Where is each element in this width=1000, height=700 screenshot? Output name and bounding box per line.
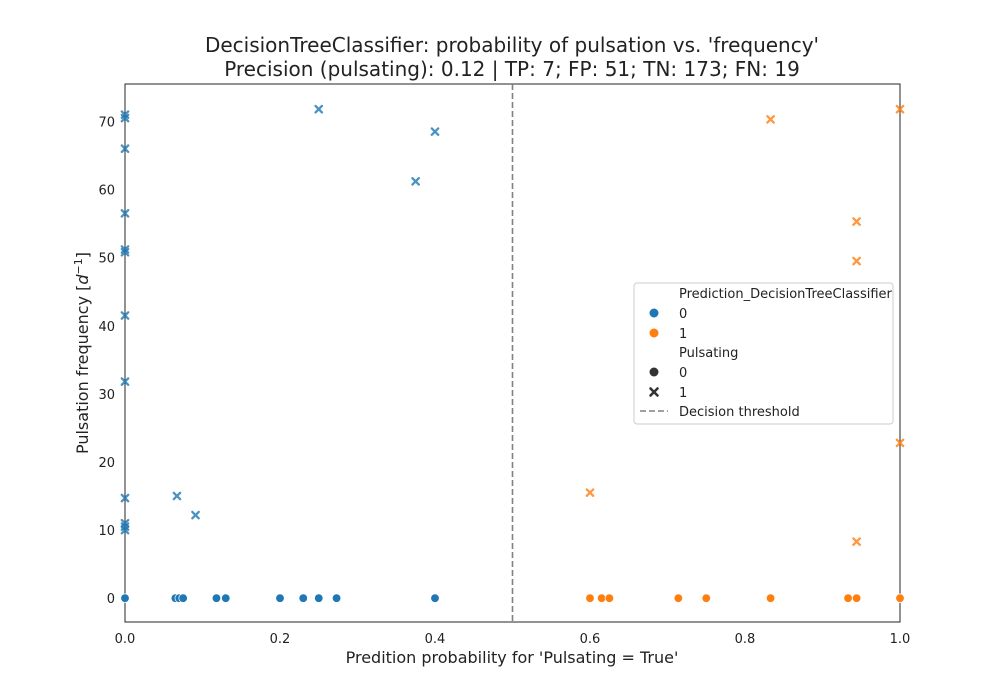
data-point [120,525,130,535]
legend-label-pred-0: 0 [679,307,687,322]
data-point [120,493,130,503]
data-point [221,593,231,603]
y-tick-label: 30 [98,388,115,403]
legend-marker-pred-0 [649,308,659,318]
data-point [411,177,420,186]
y-axis-label-end: ] [73,252,92,258]
data-point [430,593,440,603]
data-point [585,488,595,497]
data-point [430,127,440,137]
legend-marker-pulsating-0 [649,367,659,377]
data-point [275,593,285,603]
data-point [895,438,905,448]
x-axis-ticks: 0.0 0.2 0.4 0.6 0.8 1.0 [115,632,911,647]
data-point [120,144,130,154]
data-point [191,510,200,520]
y-axis-label-main: Pulsation frequency [ [73,285,92,454]
data-point [895,593,905,603]
legend-style-title: Pulsating [679,346,738,361]
data-point [298,593,308,603]
chart-title-line1: DecisionTreeClassifier: probability of p… [205,33,819,57]
data-point [852,217,861,226]
x-tick-label: 0.8 [735,632,756,647]
points-layer [120,104,905,603]
data-point [673,593,683,603]
y-tick-label: 10 [98,524,115,539]
data-point [120,247,130,257]
y-axis-ticks: 0 10 20 30 40 50 60 70 [98,115,115,607]
data-point [178,593,188,603]
legend-label-pulsating-0: 0 [679,366,687,381]
legend-label-pred-1: 1 [679,327,687,342]
y-tick-label: 50 [98,252,115,267]
legend-label-pulsating-1: 1 [679,386,687,401]
data-point [765,593,776,603]
y-axis-label-var: d [73,274,92,285]
data-point [604,593,615,603]
legend-marker-pred-1 [649,328,659,338]
data-point [585,593,595,603]
data-point [120,311,130,320]
legend-label-threshold: Decision threshold [679,405,800,420]
data-point [852,537,861,546]
x-tick-label: 0.0 [115,632,136,647]
chart-title-line2: Precision (pulsating): 0.12 | TP: 7; FP:… [224,57,800,81]
y-axis-label-sup: −1 [72,258,85,274]
data-point [766,115,775,124]
y-tick-label: 0 [107,592,115,607]
data-point [314,104,324,114]
data-point [120,593,130,603]
y-tick-label: 20 [98,456,115,471]
x-tick-label: 0.4 [425,632,446,647]
x-tick-label: 0.2 [270,632,291,647]
y-axis-label: Pulsation frequency [d−1] [72,252,92,454]
data-point [120,377,130,386]
y-tick-label: 70 [98,115,115,130]
legend-hue-title: Prediction_DecisionTreeClassifier [679,287,893,302]
data-point [120,209,130,218]
data-point [701,593,711,603]
data-point [314,593,324,603]
y-tick-label: 60 [98,184,115,199]
data-point [172,491,182,501]
data-point [331,593,342,603]
x-tick-label: 1.0 [890,632,911,647]
data-point [596,593,607,603]
legend: Prediction_DecisionTreeClassifier 0 1 Pu… [633,282,894,425]
data-point [120,113,130,123]
data-point [851,593,862,603]
data-point [895,104,905,114]
x-tick-label: 0.6 [580,632,601,647]
data-point [211,593,222,603]
data-point [843,593,853,603]
legend-marker-pulsating-1 [649,387,659,397]
x-axis-label: Predition probability for 'Pulsating = T… [346,648,679,667]
legend-box [633,282,894,425]
y-tick-label: 40 [98,320,115,335]
data-point [852,256,861,266]
